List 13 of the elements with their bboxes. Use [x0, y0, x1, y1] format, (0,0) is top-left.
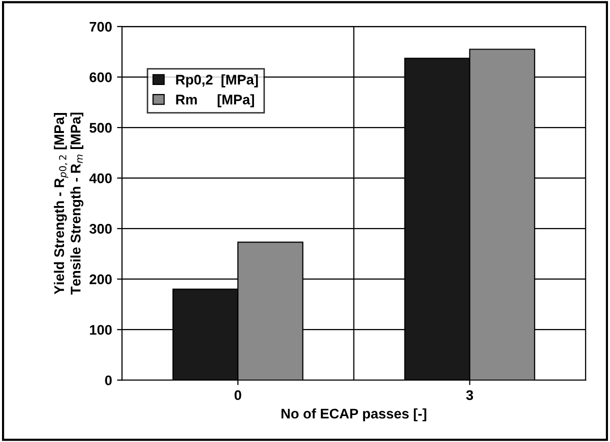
y-tick-label: 200: [90, 274, 112, 284]
y-tick-label: 300: [89, 224, 112, 234]
y-axis-title: Yield Strength - R$_{p0,2}$ [MPa] Tensile Strength - R$_{m}$ [MPa]: [54, 112, 84, 295]
y-tick-label: 500: [90, 122, 112, 133]
y-tick-label: 100: [90, 324, 112, 335]
y-tick-label: 600: [90, 72, 112, 82]
x-tick-label: 3: [466, 390, 474, 400]
y-tick-label: 400: [89, 173, 112, 184]
y-tick-label: 700: [90, 22, 112, 32]
y-tick-label: 0: [105, 375, 112, 386]
legend-label: Rp0,2 [MPa]: [176, 74, 258, 88]
legend-label: Rm [MPa]: [176, 94, 254, 108]
x-axis-title: No of ECAP passes [-]: [282, 408, 426, 422]
